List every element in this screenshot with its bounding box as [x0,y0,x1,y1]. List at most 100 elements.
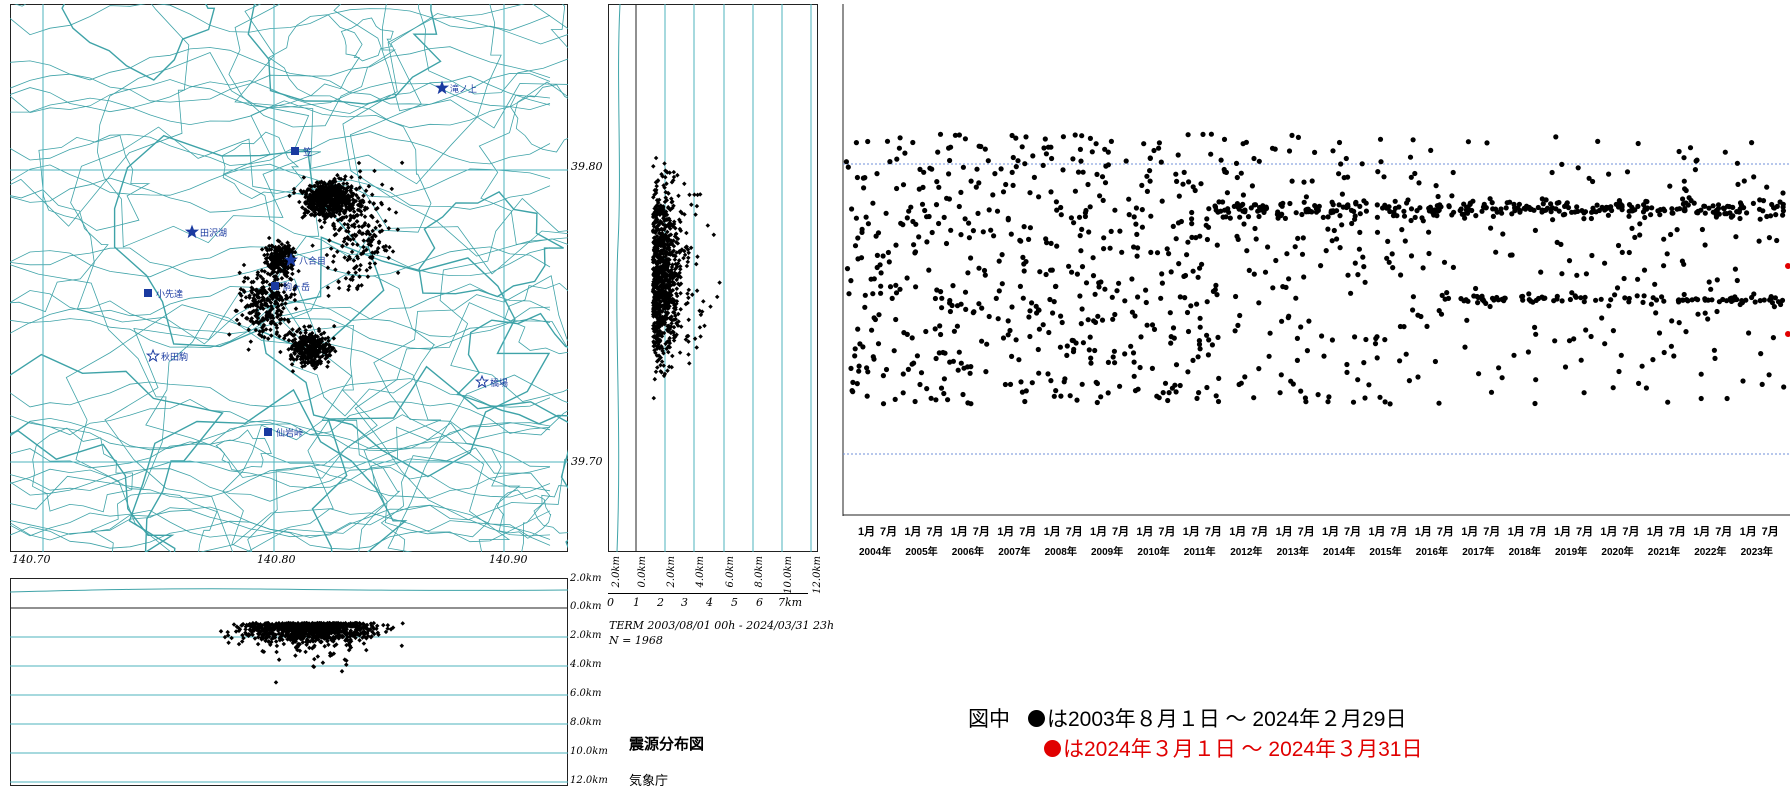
event-dot [1694,209,1700,216]
event-dot [1235,236,1241,242]
event-dot [1023,134,1029,140]
event-dot [1112,311,1118,318]
event-dot [1248,205,1254,211]
event-dot [1681,155,1687,161]
event-dot [976,265,982,271]
event-dot [897,286,903,292]
event-dot [1339,191,1345,197]
event-dot [1204,384,1210,391]
event-dot [1563,201,1570,207]
event-dot [1698,371,1704,377]
event-dot [1583,327,1589,333]
event-dot [1074,271,1080,277]
event-dot [1552,338,1558,344]
epicenter-marker [318,359,323,364]
event-dot [1188,303,1194,309]
event-dot [1417,205,1423,211]
event-dot [1746,330,1752,336]
event-dot [1581,216,1587,222]
event-dot [947,308,953,315]
ew-depth-section [9,578,569,786]
event-dot [1301,199,1307,205]
event-dot [1657,212,1663,218]
epicenter-marker [254,313,260,318]
epicenter-marker [311,346,317,352]
epicenter-marker [346,184,351,190]
event-dot [1166,251,1172,257]
event-dot [872,316,878,323]
epicenter-marker [303,330,308,336]
event-dot [1077,233,1083,239]
contour-line [9,163,551,198]
event-dot [968,178,974,184]
event-dot [926,267,932,273]
contour-line [38,134,151,231]
contour-line [9,504,551,541]
event-dot [1185,239,1191,245]
event-dot [1030,153,1036,159]
event-dot [1648,212,1654,218]
hypocenter-marker [321,621,326,627]
event-dot [1072,132,1078,138]
month-label: 7月 [1576,526,1594,538]
event-dot [1087,204,1093,210]
event-dot [1280,200,1286,206]
event-dot [1292,244,1298,250]
event-dot [1242,374,1248,380]
epicenter-marker [274,331,279,337]
month-label: 1月 [1461,526,1479,538]
event-dot [868,276,874,282]
event-dot [1278,372,1284,378]
event-dot [1242,207,1248,213]
epicenter-marker [266,263,271,269]
hypocenter-marker [322,644,327,649]
event-dot [1436,207,1442,213]
event-dot [1661,298,1667,304]
event-dot [1079,381,1085,387]
event-dot [1491,297,1497,303]
event-dot [1735,181,1741,187]
event-dot [910,139,916,146]
event-dot [1610,385,1616,391]
event-dot [1338,161,1344,167]
event-dot [1079,264,1086,270]
event-dot [848,278,854,284]
event-dot [1532,227,1538,233]
event-dot [1569,290,1575,296]
event-dot [892,396,898,402]
event-dot [1227,215,1233,221]
epicenter-marker [346,270,351,275]
hypocenter-marker [658,362,663,368]
epicenter-marker [256,299,261,305]
event-dot [1337,245,1343,251]
event-dot [1195,274,1201,280]
event-dot [1643,385,1649,391]
event-dot [855,235,861,241]
epicenter-marker [377,223,383,228]
contour-line [9,72,551,105]
event-dot [1052,283,1059,290]
event-dot [1105,390,1111,396]
event-dot [1714,277,1720,283]
event-dot [1274,211,1280,217]
epicenter-marker [325,199,330,205]
event-dot [1412,214,1418,220]
epicenter-marker [325,197,330,202]
month-label: 7月 [880,526,898,538]
hypocenter-marker [657,235,663,241]
event-dot [1285,315,1291,321]
epicenter-marker [357,228,362,234]
event-dot [1256,158,1262,164]
event-dot [1058,212,1064,218]
hypocenter-marker [354,632,360,637]
event-dot [970,228,976,234]
hypocenter-marker [681,255,686,261]
event-dot [909,361,915,367]
event-dot [1640,299,1646,305]
epicenter-marker [287,193,292,199]
epicenter-marker [319,224,324,230]
event-dot [1337,213,1343,219]
event-dot [1702,242,1708,248]
event-dot [856,363,862,369]
event-dot [949,302,955,309]
